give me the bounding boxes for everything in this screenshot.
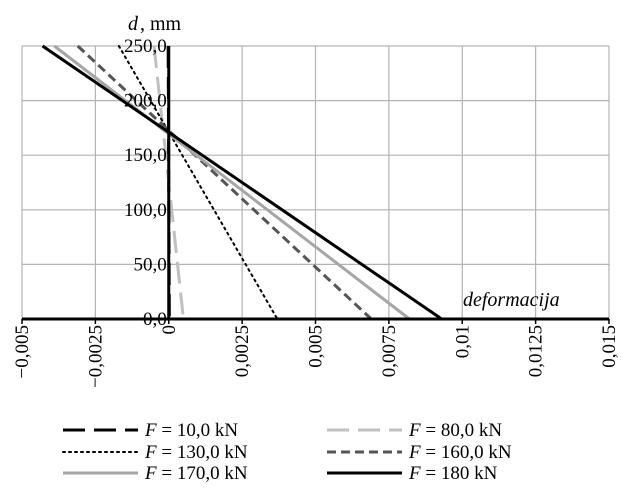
y-tick-label: 50,0: [134, 254, 167, 275]
x-tick-label: 0,0125: [526, 325, 547, 377]
y-axis-symbol: d: [128, 13, 139, 35]
legend-label-4: F = 160,0 kN: [408, 442, 512, 463]
series-line-6: [41, 44, 443, 321]
y-tick-label: 200,0: [124, 91, 167, 112]
legend-label-1: F = 10,0 kN: [144, 420, 238, 441]
x-tick-label: 0,0075: [379, 325, 400, 377]
legend-label-6: F = 180 kN: [408, 463, 498, 484]
y-axis-label: d, mm: [128, 13, 182, 35]
x-tick-label: 0: [159, 325, 180, 335]
x-tick-label: 0,005: [306, 325, 327, 368]
legend: F = 10,0 kN F = 80,0 kN F = 130,0 kN F = 16…: [62, 420, 512, 484]
x-tick-label: 0,015: [599, 325, 620, 368]
series-line-4: [76, 44, 373, 321]
y-tick-label: 100,0: [124, 200, 167, 221]
grid-lines: [21, 45, 610, 320]
x-tick-label: −0,0025: [85, 325, 106, 388]
y-tick-label: 150,0: [124, 145, 167, 166]
y-tick-label: 250,0: [124, 36, 167, 57]
series-line-3: [117, 45, 279, 320]
x-axis-label: deformacija: [463, 289, 560, 311]
y-tick-label: 0,0: [143, 309, 167, 330]
y-axis-unit-text: mm: [150, 13, 182, 35]
legend-label-5: F = 170,0 kN: [144, 463, 248, 484]
axes: [21, 46, 610, 324]
x-tick-label: −0,005: [12, 325, 33, 378]
x-tick-label: 0,01: [452, 325, 473, 358]
tick-labels: 0,0 50,0 100,0 150,0 200,0 250,0 −0,005 −0,0025…: [12, 36, 620, 388]
legend-label-2: F = 80,0 kN: [408, 420, 502, 441]
x-tick-label: 0,0025: [232, 325, 253, 377]
legend-label-3: F = 130,0 kN: [144, 442, 248, 463]
y-axis-unit: ,: [140, 13, 150, 35]
series-line-5: [53, 44, 411, 321]
